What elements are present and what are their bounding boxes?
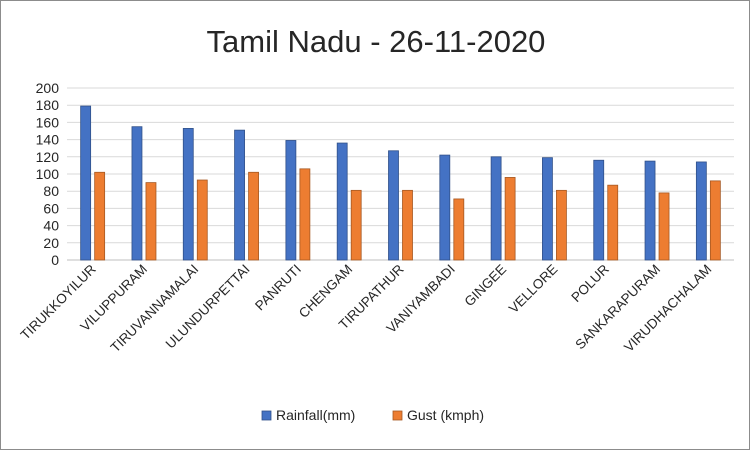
legend-swatch-gust xyxy=(392,410,403,421)
gust-bar xyxy=(94,171,106,261)
gridlines xyxy=(67,87,734,261)
rainfall-bar xyxy=(644,160,656,261)
legend: Rainfall(mm) Gust (kmph) xyxy=(261,407,484,423)
rainfall-bar xyxy=(234,129,245,261)
x-category-label: VIRUDHACHALAM xyxy=(621,262,714,355)
rainfall-bar xyxy=(182,128,194,261)
y-tick-label: 180 xyxy=(36,97,60,113)
gust-bar xyxy=(556,189,567,261)
legend-label-rainfall: Rainfall(mm) xyxy=(276,407,355,423)
gust-bar xyxy=(196,179,208,261)
chart-title: Tamil Nadu - 26-11-2020 xyxy=(207,24,546,59)
rainfall-bar xyxy=(593,159,605,261)
y-tick-label: 160 xyxy=(36,114,60,130)
x-category-label: GINGEE xyxy=(461,262,509,310)
y-tick-label: 120 xyxy=(36,149,60,165)
gust-bar xyxy=(248,171,259,261)
gust-bar xyxy=(402,189,413,261)
rainfall-bar xyxy=(131,126,143,261)
rainfall-bar xyxy=(336,142,348,261)
x-category-label: VELLORE xyxy=(506,262,561,317)
x-category-label: PANRUTI xyxy=(252,262,304,314)
rainfall-bar xyxy=(439,154,451,261)
y-tick-label: 60 xyxy=(43,200,59,216)
x-category-label: SANKARAPURAM xyxy=(572,262,663,353)
gust-bar xyxy=(299,168,311,261)
rainfall-bar xyxy=(695,161,707,261)
rainfall-bar xyxy=(80,105,92,261)
y-tick-label: 20 xyxy=(43,235,59,251)
legend-swatch-rainfall xyxy=(261,410,272,421)
gust-bar xyxy=(350,189,362,261)
rainfall-bar xyxy=(490,156,502,261)
gust-bar xyxy=(658,192,670,261)
x-category-label: POLUR xyxy=(568,261,612,305)
rainfall-bar xyxy=(388,150,399,261)
gust-bar xyxy=(709,180,721,261)
gust-bar xyxy=(504,177,516,261)
y-tick-label: 140 xyxy=(36,132,60,148)
bars xyxy=(80,105,721,261)
gust-bar xyxy=(453,198,465,261)
rainfall-bar xyxy=(285,140,297,261)
x-category-label: TIRUVANNAMALAI xyxy=(108,262,202,356)
y-tick-label: 200 xyxy=(36,80,60,96)
legend-label-gust: Gust (kmph) xyxy=(407,407,484,423)
rainfall-bar xyxy=(542,157,553,261)
y-tick-label: 0 xyxy=(51,252,59,268)
x-axis-labels: TIRUKKOYILURVILUPPURAMTIRUVANNAMALAIULUN… xyxy=(18,261,715,355)
y-tick-label: 100 xyxy=(36,166,60,182)
gust-bar xyxy=(145,182,157,261)
y-tick-label: 40 xyxy=(43,218,59,234)
y-tick-label: 80 xyxy=(43,183,59,199)
gust-bar xyxy=(607,184,619,261)
